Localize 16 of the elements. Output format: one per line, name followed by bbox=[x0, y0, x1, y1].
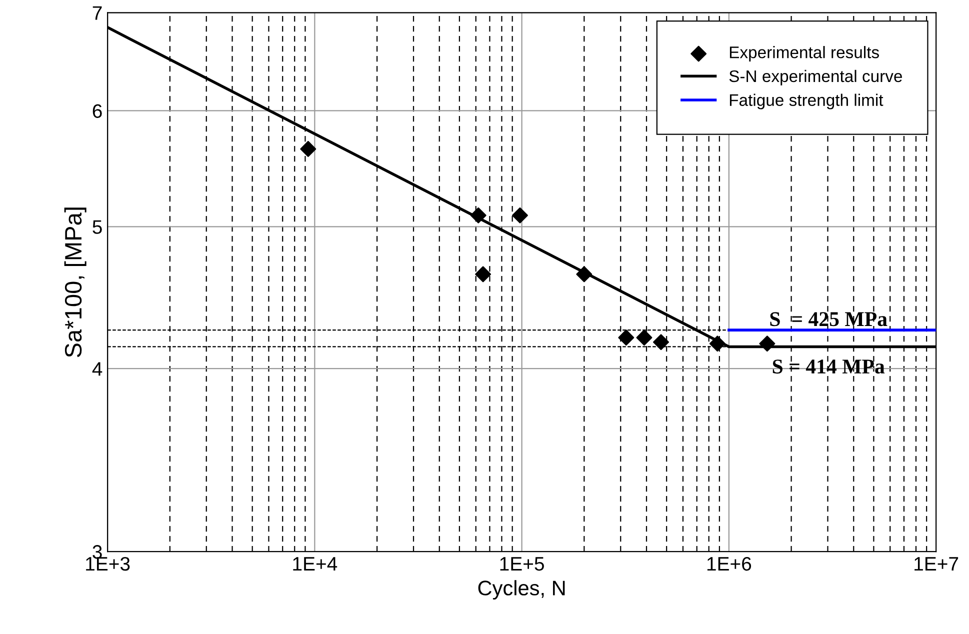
annotation: S = 414 MPa bbox=[772, 360, 885, 374]
y-tick-label: 7 bbox=[92, 6, 102, 20]
x-tick-label: 1E+3 bbox=[86, 556, 130, 571]
x-axis-title: Cycles, N bbox=[478, 580, 565, 600]
x-tick-label: 1E+7 bbox=[914, 557, 958, 571]
x-tick-label: 1E+4 bbox=[293, 557, 338, 571]
y-tick-label: 5 bbox=[92, 220, 102, 234]
legend-label: S-N experimental curve bbox=[729, 70, 902, 86]
y-axis-title: Sa*100, [MPa] bbox=[64, 208, 86, 358]
legend-label: Fatigue strength limit bbox=[730, 94, 884, 110]
x-tick-label: 1E+5 bbox=[500, 557, 544, 571]
x-tick-label: 1E+6 bbox=[707, 556, 752, 571]
legend-label: Experimental results bbox=[730, 46, 879, 62]
y-tick-label: 4 bbox=[92, 362, 102, 376]
y-tick-label: 6 bbox=[92, 104, 102, 118]
annotation: S = 425 MPa bbox=[770, 312, 888, 326]
